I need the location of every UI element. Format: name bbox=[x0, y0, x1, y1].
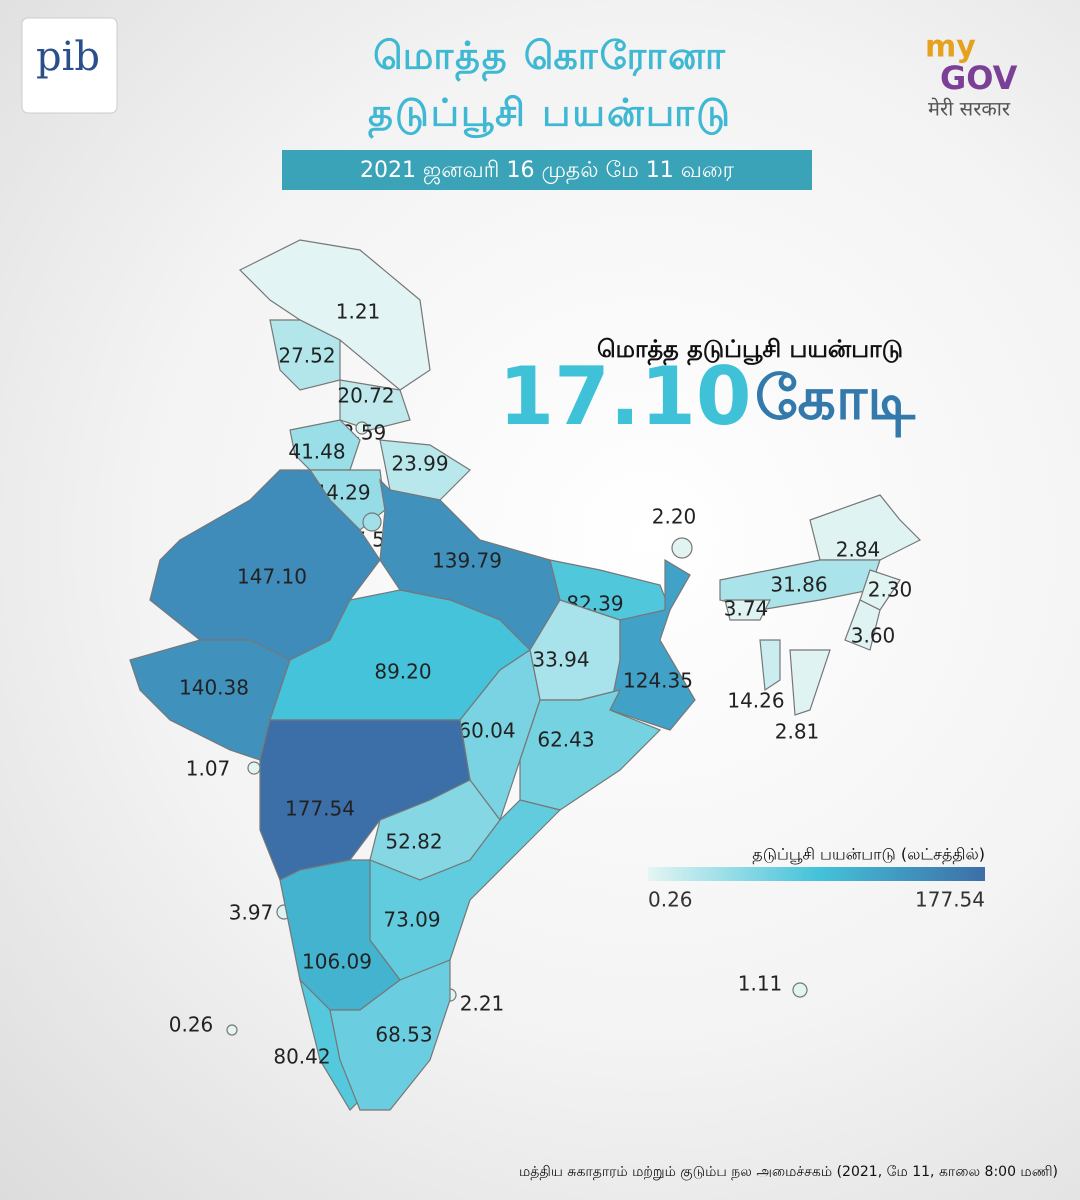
region bbox=[792, 982, 808, 998]
region-value: 3.97 bbox=[229, 901, 274, 925]
region-value: 60.04 bbox=[458, 719, 515, 743]
region bbox=[329, 959, 451, 1111]
region bbox=[247, 761, 261, 775]
region-value: 3.60 bbox=[851, 624, 896, 648]
region-value: 1.11 bbox=[738, 972, 783, 996]
mygov-gov: GOV bbox=[940, 59, 1018, 97]
legend-max: 177.54 bbox=[915, 888, 985, 912]
region bbox=[844, 599, 881, 651]
region-value: 33.94 bbox=[532, 648, 589, 672]
date-range: 2021 ஜனவரி 16 முதல் மே 11 வரை bbox=[360, 158, 735, 184]
region-value: 106.09 bbox=[302, 950, 372, 974]
region-value: 0.26 bbox=[169, 1013, 214, 1037]
region bbox=[609, 558, 696, 731]
date-banner bbox=[282, 150, 812, 190]
region-value: 14.26 bbox=[727, 689, 784, 713]
region bbox=[339, 379, 411, 431]
region-value: 1.21 bbox=[336, 300, 381, 324]
region-value: 20.72 bbox=[337, 384, 394, 408]
region-value: 73.09 bbox=[383, 908, 440, 932]
total-unit: கோடி bbox=[755, 364, 916, 438]
total-label: மொத்த தடுப்பூசி பயன்பாடு bbox=[597, 335, 903, 366]
region bbox=[238, 239, 431, 391]
region-value: 68.53 bbox=[375, 1023, 432, 1047]
region bbox=[519, 689, 662, 811]
pib-logo-box bbox=[21, 17, 118, 114]
region-value: 139.79 bbox=[432, 549, 502, 573]
region-value: 89.20 bbox=[374, 660, 431, 684]
region bbox=[355, 421, 369, 435]
title-line2: தடுப்பூசி பயன்பாடு bbox=[368, 91, 732, 139]
region-value: 2.20 bbox=[652, 505, 697, 529]
region-value: 27.52 bbox=[278, 344, 335, 368]
region-value: 147.10 bbox=[237, 565, 307, 589]
region bbox=[759, 639, 781, 692]
region-value: 52.82 bbox=[385, 830, 442, 854]
legend-min: 0.26 bbox=[648, 888, 693, 912]
region-value: 2.30 bbox=[868, 578, 913, 602]
region-value: 3.74 bbox=[724, 597, 769, 621]
region-value: 124.35 bbox=[623, 669, 693, 693]
source-note: மத்திய சுகாதாரம் மற்றும் குடும்ப நல அமைச… bbox=[519, 1164, 1058, 1181]
total-value: 17.10 bbox=[498, 350, 751, 443]
region bbox=[789, 649, 831, 716]
region bbox=[724, 599, 771, 621]
region-value: 2.84 bbox=[836, 538, 881, 562]
region-value: 23.99 bbox=[391, 452, 448, 476]
region-value: 140.38 bbox=[179, 676, 249, 700]
legend-title: தடுப்பூசி பயன்பாடு (லட்சத்தில்) bbox=[752, 845, 985, 864]
region-value: 62.43 bbox=[537, 728, 594, 752]
region bbox=[379, 439, 471, 501]
region bbox=[226, 1024, 238, 1036]
legend-bar bbox=[648, 867, 985, 881]
region-value: 41.48 bbox=[288, 440, 345, 464]
region-value: 31.86 bbox=[770, 573, 827, 597]
region-value: 2.21 bbox=[460, 992, 505, 1016]
region-value: 80.42 bbox=[273, 1045, 330, 1069]
region bbox=[362, 512, 382, 532]
mygov-my: my bbox=[925, 30, 976, 65]
title-line1: மொத்த கொரோனா bbox=[373, 34, 727, 82]
region-value: 177.54 bbox=[285, 797, 355, 821]
region-value: 1.07 bbox=[186, 757, 231, 781]
region-value: 2.81 bbox=[775, 720, 820, 744]
pib-logo: pib bbox=[36, 34, 100, 80]
mygov-tagline: मेरी सरकार bbox=[928, 97, 1011, 121]
region bbox=[671, 537, 693, 559]
